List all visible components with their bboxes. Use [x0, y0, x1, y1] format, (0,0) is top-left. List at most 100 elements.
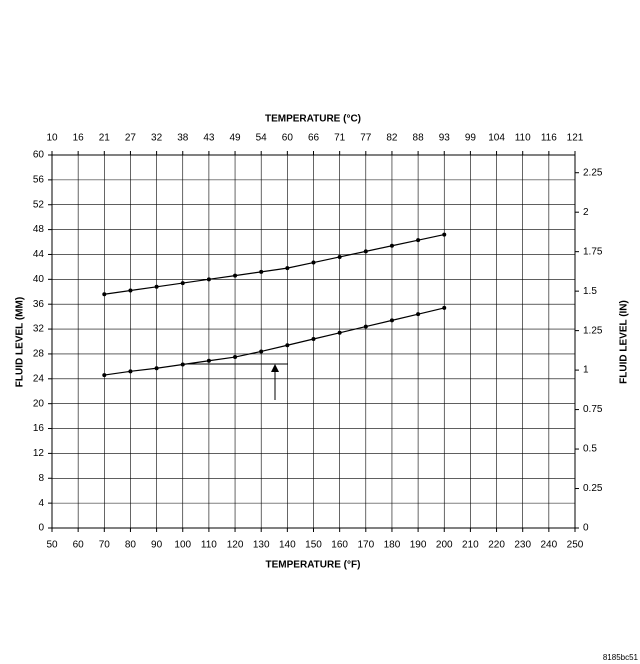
x2-title: TEMPERATURE (°C)	[265, 114, 361, 125]
y2-tick-label: 0.25	[583, 483, 603, 494]
x-tick-label: 100	[174, 540, 191, 551]
x-tick-label: 230	[514, 540, 531, 551]
y-tick-label: 60	[33, 150, 45, 161]
x2-tick-label: 21	[99, 133, 111, 144]
point	[259, 269, 264, 274]
y2-tick-label: 2	[583, 207, 589, 218]
y-tick-label: 12	[33, 448, 45, 459]
y-tick-label: 40	[33, 274, 45, 285]
x-tick-label: 140	[279, 540, 296, 551]
y-tick-label: 48	[33, 224, 45, 235]
point	[337, 330, 342, 335]
x-tick-label: 240	[541, 540, 558, 551]
y-tick-label: 28	[33, 349, 45, 360]
y-tick-label: 56	[33, 175, 45, 186]
x-tick-label: 160	[331, 540, 348, 551]
y-tick-label: 36	[33, 299, 45, 310]
point	[311, 260, 316, 265]
point	[233, 355, 238, 360]
point	[285, 343, 290, 348]
x-tick-label: 80	[125, 540, 137, 551]
point	[154, 284, 159, 289]
point	[259, 349, 264, 354]
x2-tick-label: 66	[308, 133, 320, 144]
x-tick-label: 110	[201, 540, 217, 551]
x-tick-label: 250	[567, 540, 584, 551]
x2-tick-label: 77	[360, 133, 372, 144]
x-tick-label: 170	[357, 540, 374, 551]
y-tick-label: 20	[33, 398, 45, 409]
x-tick-label: 50	[46, 540, 58, 551]
x2-tick-label: 38	[177, 133, 189, 144]
x-tick-label: 90	[151, 540, 163, 551]
x-tick-label: 180	[384, 540, 401, 551]
x2-tick-label: 88	[413, 133, 425, 144]
annotation-arrowhead	[271, 364, 279, 372]
y2-tick-label: 1.5	[583, 286, 597, 297]
point	[363, 324, 368, 329]
x2-tick-label: 82	[386, 133, 398, 144]
y-tick-label: 8	[38, 473, 44, 484]
point	[154, 366, 159, 371]
point	[102, 292, 107, 297]
point	[128, 288, 133, 293]
point	[180, 281, 185, 286]
y2-tick-label: 1	[583, 365, 589, 376]
x-tick-label: 210	[462, 540, 479, 551]
y-title: FLUID LEVEL (MM)	[15, 297, 26, 387]
point	[416, 312, 421, 317]
y2-tick-label: 1.25	[583, 325, 603, 336]
y2-tick-label: 0	[583, 523, 589, 534]
y-tick-label: 52	[33, 199, 45, 210]
y-tick-label: 0	[38, 523, 44, 534]
series-line	[104, 307, 445, 376]
point	[233, 273, 238, 278]
x2-tick-label: 49	[229, 133, 241, 144]
figure-id: 8185bc51	[603, 653, 639, 662]
x2-tick-label: 71	[334, 133, 346, 144]
point	[206, 277, 211, 282]
x-tick-label: 60	[73, 540, 85, 551]
point	[311, 337, 316, 342]
x2-tick-label: 10	[46, 133, 58, 144]
y2-tick-label: 0.75	[583, 404, 603, 415]
x2-tick-label: 16	[73, 133, 85, 144]
point	[285, 266, 290, 271]
x2-tick-label: 93	[439, 133, 451, 144]
x-tick-label: 120	[227, 540, 244, 551]
x-tick-label: 70	[99, 540, 111, 551]
y-tick-label: 44	[33, 249, 45, 260]
x-tick-label: 150	[305, 540, 322, 551]
x2-tick-label: 60	[282, 133, 294, 144]
point	[128, 369, 133, 374]
y-tick-label: 4	[38, 498, 44, 509]
point	[206, 358, 211, 363]
y2-tick-label: 1.75	[583, 246, 603, 257]
x2-tick-label: 27	[125, 133, 137, 144]
point	[337, 254, 342, 259]
point	[442, 232, 447, 237]
x-tick-label: 130	[253, 540, 270, 551]
point	[363, 249, 368, 254]
x2-tick-label: 121	[567, 133, 584, 144]
point	[180, 362, 185, 367]
x-title: TEMPERATURE (°F)	[266, 560, 361, 571]
x2-tick-label: 110	[515, 133, 531, 144]
point	[102, 373, 107, 378]
x2-tick-label: 32	[151, 133, 163, 144]
point	[416, 238, 421, 243]
x-tick-label: 200	[436, 540, 453, 551]
point	[442, 305, 447, 310]
y-tick-label: 32	[33, 324, 45, 335]
y2-tick-label: 0.5	[583, 444, 597, 455]
x2-tick-label: 54	[256, 133, 268, 144]
x-tick-label: 190	[410, 540, 427, 551]
series-line	[104, 233, 445, 295]
x2-tick-label: 99	[465, 133, 477, 144]
y2-title: FLUID LEVEL (IN)	[619, 300, 630, 384]
y2-tick-label: 2.25	[583, 167, 603, 178]
x-tick-label: 220	[488, 540, 505, 551]
point	[389, 243, 394, 248]
y-tick-label: 24	[33, 373, 45, 384]
